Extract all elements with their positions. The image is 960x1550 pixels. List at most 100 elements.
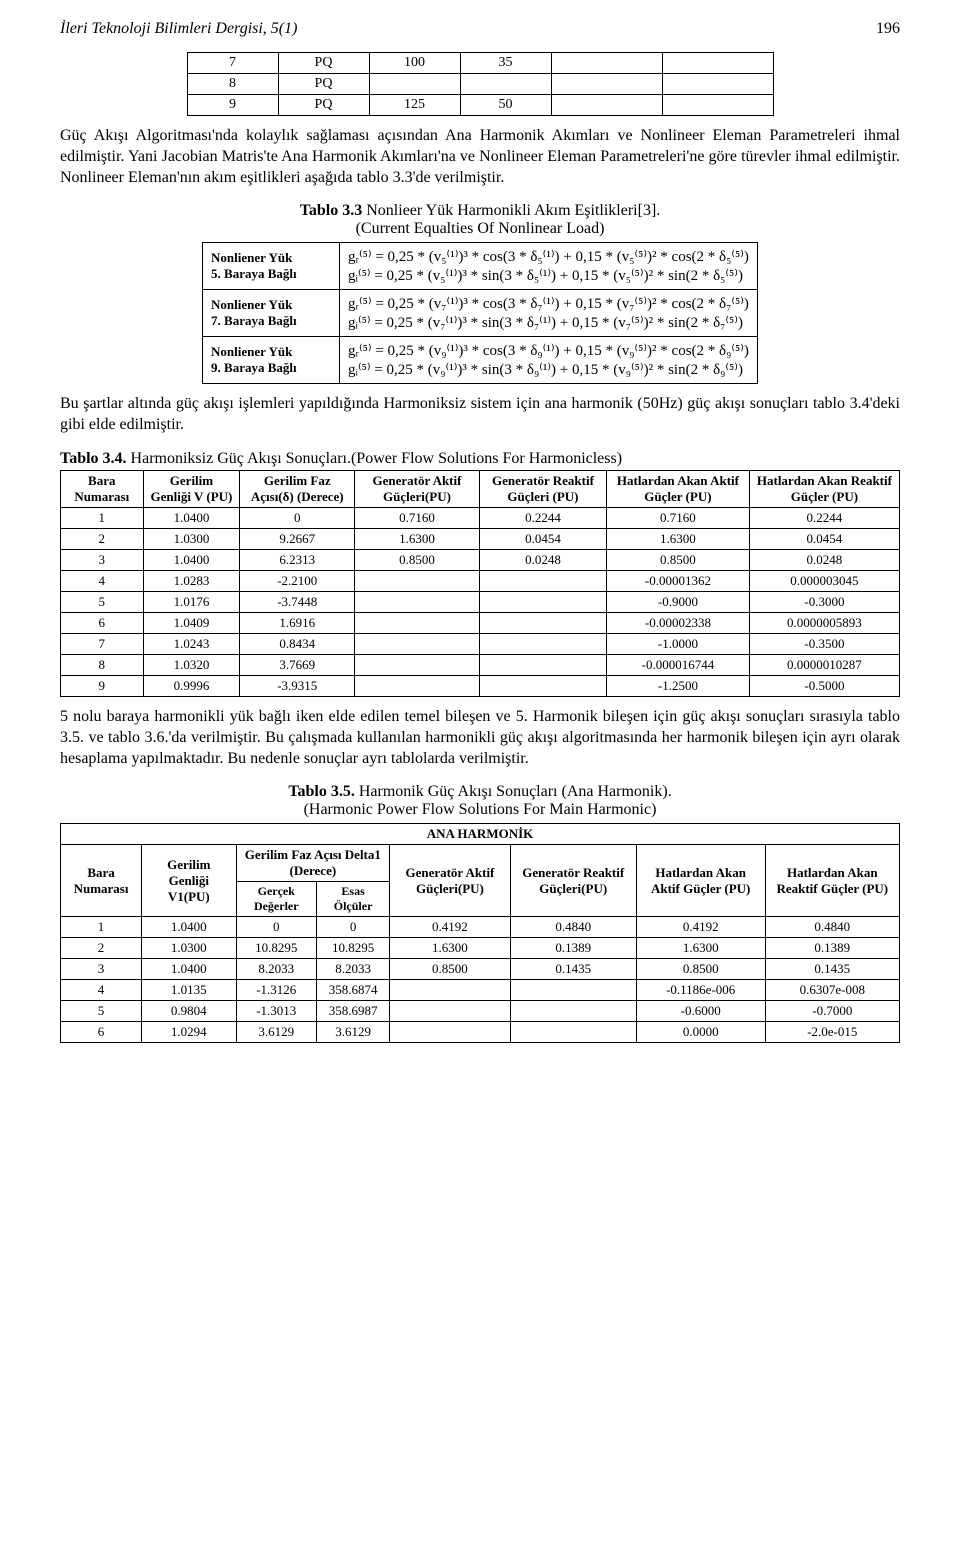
table-cell: 0 bbox=[236, 917, 317, 938]
page-number: 196 bbox=[876, 20, 900, 38]
tablo33-caption: Tablo 3.3 Nonlieer Yük Harmonikli Akım E… bbox=[60, 202, 900, 238]
table-cell: 10.8295 bbox=[317, 938, 390, 959]
table-cell bbox=[662, 95, 773, 116]
table-cell: 0.8500 bbox=[607, 549, 750, 570]
table-cell: 1.6916 bbox=[240, 612, 355, 633]
table-cell: -0.1186e-006 bbox=[636, 980, 765, 1001]
table-cell: 1.0400 bbox=[142, 959, 236, 980]
column-header: Bara Numarası bbox=[61, 470, 144, 507]
table-cell: 6 bbox=[61, 612, 144, 633]
table-cell bbox=[390, 1001, 511, 1022]
table-cell bbox=[390, 1022, 511, 1043]
table-cell: -1.3013 bbox=[236, 1001, 317, 1022]
table-cell: 1.0283 bbox=[143, 570, 240, 591]
table-row: 71.02430.8434-1.0000-0.3500 bbox=[61, 633, 900, 654]
table-cell: 1.6300 bbox=[355, 528, 480, 549]
eq-cell: gᵣ⁽⁵⁾ = 0,25 * (v₉⁽¹⁾)³ * cos(3 * δ₉⁽¹⁾)… bbox=[340, 337, 758, 384]
table-row: 61.02943.61293.61290.0000-2.0e-015 bbox=[61, 1022, 900, 1043]
table-cell bbox=[355, 612, 480, 633]
table-cell: 1 bbox=[61, 917, 142, 938]
tablo34-caption-rest: Harmoniksiz Güç Akışı Sonuçları.(Power F… bbox=[127, 450, 623, 467]
table-row: 61.04091.6916-0.000023380.0000005893 bbox=[61, 612, 900, 633]
table-cell bbox=[479, 633, 606, 654]
table-row: 7PQ10035 bbox=[187, 53, 773, 74]
table-cell bbox=[355, 654, 480, 675]
table-row: 31.04008.20338.20330.85000.14350.85000.1… bbox=[61, 959, 900, 980]
table-cell: 35 bbox=[460, 53, 551, 74]
table-cell: 7 bbox=[61, 633, 144, 654]
table-cell: 0.8500 bbox=[636, 959, 765, 980]
table-cell: 0.0000 bbox=[636, 1022, 765, 1043]
table-cell: 0.8434 bbox=[240, 633, 355, 654]
table-cell: -2.0e-015 bbox=[765, 1022, 899, 1043]
table-cell: 1.0300 bbox=[142, 938, 236, 959]
table-row: Nonliener Yük9. Baraya Bağlıgᵣ⁽⁵⁾ = 0,25… bbox=[203, 337, 758, 384]
equation-table: Nonliener Yük5. Baraya Bağlıgᵣ⁽⁵⁾ = 0,25… bbox=[202, 242, 758, 384]
table-cell: 1.0176 bbox=[143, 591, 240, 612]
table-cell bbox=[369, 74, 460, 95]
column-header: Generatör Aktif Güçleri(PU) bbox=[355, 470, 480, 507]
eq-row-label: Nonliener Yük9. Baraya Bağlı bbox=[203, 337, 340, 384]
tablo35-caption-bold: Tablo 3.5. bbox=[288, 783, 355, 800]
table-cell: 0.1435 bbox=[765, 959, 899, 980]
tablo33-caption-bold: Tablo 3.3 bbox=[300, 202, 363, 219]
column-header: Gerilim Faz Açısı(δ) (Derece) bbox=[240, 470, 355, 507]
table-row: 90.9996-3.9315-1.2500-0.5000 bbox=[61, 675, 900, 696]
table-cell: 0.4192 bbox=[636, 917, 765, 938]
page-header: İleri Teknoloji Bilimleri Dergisi, 5(1) … bbox=[60, 20, 900, 38]
table-cell: 358.6987 bbox=[317, 1001, 390, 1022]
table-cell bbox=[662, 53, 773, 74]
table-cell: 0.7160 bbox=[607, 507, 750, 528]
column-header: Gerilim Faz Açısı Delta1 (Derece) bbox=[236, 845, 390, 882]
table-cell: 0.0000005893 bbox=[749, 612, 899, 633]
table-cell: 1 bbox=[61, 507, 144, 528]
table-cell: 125 bbox=[369, 95, 460, 116]
paragraph-2: Bu şartlar altında güç akışı işlemleri y… bbox=[60, 394, 900, 436]
table-row: Nonliener Yük7. Baraya Bağlı gᵣ⁽⁵⁾ = 0,25… bbox=[203, 290, 758, 337]
tablo33-subcaption: (Current Equalties Of Nonlinear Load) bbox=[356, 220, 605, 237]
table-cell bbox=[510, 1022, 636, 1043]
table-cell: 9.2667 bbox=[240, 528, 355, 549]
table-cell: 1.0135 bbox=[142, 980, 236, 1001]
table-cell bbox=[479, 612, 606, 633]
eq-cell: gᵣ⁽⁵⁾ = 0,25 * (v₇⁽¹⁾)³ * cos(3 * δ₇⁽¹⁾)… bbox=[340, 290, 758, 337]
table-cell bbox=[510, 1001, 636, 1022]
table-cell: 7 bbox=[187, 53, 278, 74]
tablo34-caption-bold: Tablo 3.4. bbox=[60, 450, 127, 467]
table-cell: 0.9804 bbox=[142, 1001, 236, 1022]
table-cell: 3.6129 bbox=[317, 1022, 390, 1043]
eq-cell: gᵣ⁽⁵⁾ = 0,25 * (v₅⁽¹⁾)³ * cos(3 * δ₅⁽¹⁾)… bbox=[340, 243, 758, 290]
table-cell: 0.1435 bbox=[510, 959, 636, 980]
table-cell bbox=[390, 980, 511, 1001]
table-cell: 9 bbox=[187, 95, 278, 116]
table-cell: 358.6874 bbox=[317, 980, 390, 1001]
equation: gᵢ⁽⁵⁾ = 0,25 * (v₅⁽¹⁾)³ * sin(3 * δ₅⁽¹⁾)… bbox=[348, 266, 749, 285]
table-cell: 4 bbox=[61, 980, 142, 1001]
equation: gᵢ⁽⁵⁾ = 0,25 * (v₉⁽¹⁾)³ * sin(3 * δ₉⁽¹⁾)… bbox=[348, 360, 749, 379]
table-row: 81.03203.7669-0.0000167440.0000010287 bbox=[61, 654, 900, 675]
table-row: Nonliener Yük5. Baraya Bağlıgᵣ⁽⁵⁾ = 0,25… bbox=[203, 243, 758, 290]
table-cell: -1.2500 bbox=[607, 675, 750, 696]
table-cell: 3.7669 bbox=[240, 654, 355, 675]
table-cell: 0.8500 bbox=[390, 959, 511, 980]
table-row: 31.04006.23130.85000.02480.85000.0248 bbox=[61, 549, 900, 570]
table-row: 21.03009.26671.63000.04541.63000.0454 bbox=[61, 528, 900, 549]
table-cell: 0 bbox=[240, 507, 355, 528]
table-cell: 1.6300 bbox=[390, 938, 511, 959]
table-cell: 1.0400 bbox=[143, 507, 240, 528]
column-header: Hatlardan Akan Aktif Güçler (PU) bbox=[636, 845, 765, 917]
table-cell: -2.2100 bbox=[240, 570, 355, 591]
table-cell: 1.0320 bbox=[143, 654, 240, 675]
table-row: 21.030010.829510.82951.63000.13891.63000… bbox=[61, 938, 900, 959]
table-cell: -0.5000 bbox=[749, 675, 899, 696]
table-row: 51.0176-3.7448-0.9000-0.3000 bbox=[61, 591, 900, 612]
table-cell: 1.6300 bbox=[607, 528, 750, 549]
table-cell: 1.0400 bbox=[142, 917, 236, 938]
column-header: Gerilim Genliği V1(PU) bbox=[142, 845, 236, 917]
equation: gᵣ⁽⁵⁾ = 0,25 * (v₇⁽¹⁾)³ * cos(3 * δ₇⁽¹⁾)… bbox=[348, 294, 749, 313]
table-cell: 8.2033 bbox=[236, 959, 317, 980]
table-cell: 3 bbox=[61, 959, 142, 980]
table-cell bbox=[479, 675, 606, 696]
column-header: Hatlardan Akan Aktif Güçler (PU) bbox=[607, 470, 750, 507]
eq-row-label: Nonliener Yük7. Baraya Bağlı bbox=[203, 290, 340, 337]
